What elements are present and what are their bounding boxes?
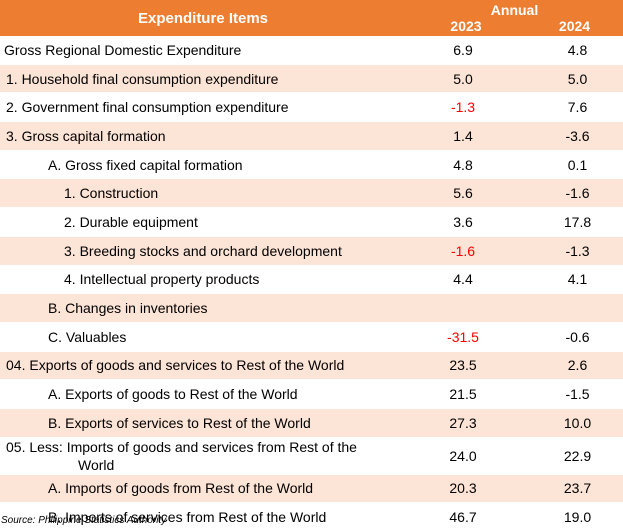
value-2024: 4.8: [526, 36, 623, 65]
table-row: C. Valuables -31.5 -0.6: [0, 322, 623, 352]
value-2023: 5.6: [406, 178, 526, 209]
row-label: 2. Durable equipment: [0, 207, 406, 237]
value-2024: -3.6: [526, 121, 623, 151]
value-2023: 6.9: [406, 36, 526, 65]
table-row: B. Exports of services to Rest of the Wo…: [0, 408, 623, 438]
row-label: 3. Breeding stocks and orchard developme…: [0, 236, 406, 266]
table-row: 4. Intellectual property products 4.4 4.…: [0, 265, 623, 295]
table-row: Gross Regional Domestic Expenditure 6.9 …: [0, 36, 623, 65]
value-2023: 24.0: [406, 437, 526, 475]
value-2024: 10.0: [526, 408, 623, 438]
value-2024: 4.1: [526, 265, 623, 295]
value-2024: -0.6: [526, 322, 623, 352]
row-label: 05. Less: Imports of goods and services …: [0, 437, 406, 475]
value-2024: 2.6: [526, 351, 623, 381]
value-2023: 4.8: [406, 150, 526, 180]
row-label: Gross Regional Domestic Expenditure: [0, 36, 406, 65]
header-year-2023: 2023: [406, 18, 526, 36]
value-2024: 17.8: [526, 207, 623, 237]
table-row: B. Changes in inventories: [0, 293, 623, 323]
row-label: 1. Household final consumption expenditu…: [0, 64, 406, 94]
table-row: 2. Durable equipment 3.6 17.8: [0, 207, 623, 237]
value-2024: 7.6: [526, 92, 623, 123]
row-label: B. Imports of services from Rest of the …: [0, 502, 406, 532]
value-2023: -1.6: [406, 236, 526, 266]
row-label-line1: 05. Less: Imports of goods and services …: [6, 438, 357, 455]
value-2023: 5.0: [406, 64, 526, 94]
row-label: 1. Construction: [0, 178, 406, 209]
table-row: A. Exports of goods to Rest of the World…: [0, 379, 623, 409]
value-2024: 5.0: [526, 64, 623, 94]
table-row: A. Gross fixed capital formation 4.8 0.1: [0, 150, 623, 180]
source-note: Source: Philippine Statistics Authority: [1, 515, 167, 526]
header-year-2024: 2024: [526, 18, 623, 36]
row-label: B. Changes in inventories: [0, 293, 406, 323]
value-2023: -31.5: [406, 322, 526, 352]
table-row: 3. Gross capital formation 1.4 -3.6: [0, 121, 623, 151]
table-header: Expenditure Items Annual 2023 2024: [0, 0, 623, 36]
value-2023: 27.3: [406, 408, 526, 438]
row-label: 4. Intellectual property products: [0, 265, 406, 295]
row-label: 3. Gross capital formation: [0, 121, 406, 151]
value-2023: -1.3: [406, 92, 526, 123]
table-row: 2. Government final consumption expendit…: [0, 92, 623, 123]
table-row: 05. Less: Imports of goods and services …: [0, 437, 623, 475]
value-2023: 23.5: [406, 351, 526, 381]
value-2024: 22.9: [526, 437, 623, 475]
header-annual: Annual: [406, 0, 623, 18]
table-row: 3. Breeding stocks and orchard developme…: [0, 236, 623, 266]
table-row: 1. Household final consumption expenditu…: [0, 64, 623, 94]
value-2023: 4.4: [406, 265, 526, 295]
table-row: A. Imports of goods from Rest of the Wor…: [0, 474, 623, 504]
row-label: C. Valuables: [0, 322, 406, 352]
row-label-line2: World: [78, 456, 115, 473]
value-2023: [406, 293, 526, 323]
value-2024: 23.7: [526, 474, 623, 504]
table-body: Gross Regional Domestic Expenditure 6.9 …: [0, 36, 623, 532]
table-row: 1. Construction 5.6 -1.6: [0, 178, 623, 209]
table-row: 04. Exports of goods and services to Res…: [0, 351, 623, 381]
value-2024: -1.6: [526, 178, 623, 209]
value-2023: 3.6: [406, 207, 526, 237]
value-2024: 0.1: [526, 150, 623, 180]
value-2023: 21.5: [406, 379, 526, 409]
value-2023: 1.4: [406, 121, 526, 151]
row-label: A. Exports of goods to Rest of the World: [0, 379, 406, 409]
value-2024: 19.0: [526, 502, 623, 532]
value-2024: -1.3: [526, 236, 623, 266]
header-expenditure-items: Expenditure Items: [0, 0, 406, 36]
row-label: A. Gross fixed capital formation: [0, 150, 406, 180]
value-2024: [526, 293, 623, 323]
value-2023: 46.7: [406, 502, 526, 532]
value-2024: -1.5: [526, 379, 623, 409]
row-label: B. Exports of services to Rest of the Wo…: [0, 408, 406, 438]
row-label: 04. Exports of goods and services to Res…: [0, 351, 406, 381]
row-label: 2. Government final consumption expendit…: [0, 92, 406, 123]
row-label: A. Imports of goods from Rest of the Wor…: [0, 474, 406, 504]
value-2023: 20.3: [406, 474, 526, 504]
